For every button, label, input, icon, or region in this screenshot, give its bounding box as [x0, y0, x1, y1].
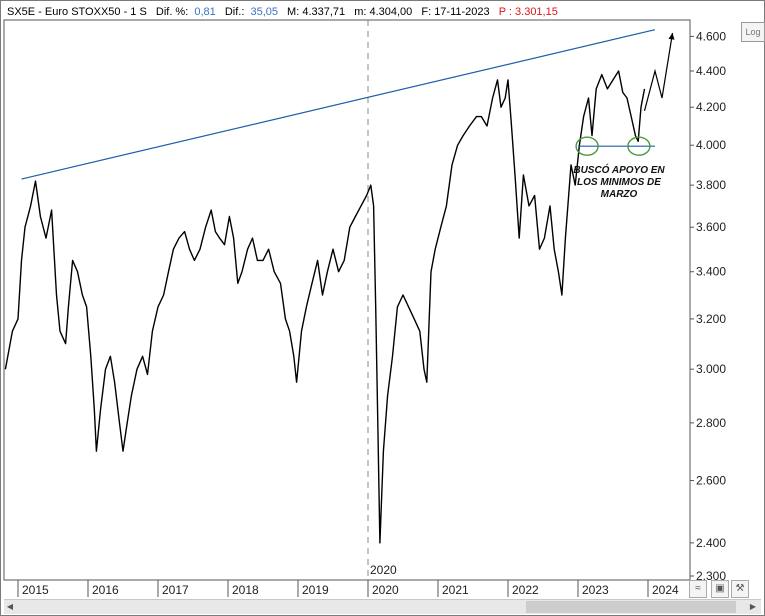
y-ticks: 4.600 4.400 4.200 4.000 3.800 3.600 3.400 3.200… [690, 29, 726, 583]
header-p: P : 3.301,15 [499, 6, 558, 18]
annotation-line-3: MARZO [601, 189, 638, 200]
y-tick-label: 4.200 [696, 100, 726, 114]
header-dif-value: 35,05 [250, 6, 278, 18]
y-tick-label: 2.400 [696, 536, 726, 550]
year-marker-label: 2020 [370, 563, 397, 577]
trendline [21, 29, 656, 180]
header-date: F: 17-11-2023 [421, 6, 489, 18]
year-marker: 2020 [367, 20, 397, 580]
header-dif-label: Dif.: [225, 6, 245, 18]
save-icon[interactable]: ▣ [711, 580, 729, 598]
header-line: SX5E - Euro STOXX50 - 1 S Dif. %: 0,81 D… [7, 6, 558, 18]
x-tick-label: 2024 [652, 583, 679, 597]
y-tick-label: 3.400 [696, 265, 726, 279]
y-tick-label: 3.000 [696, 362, 726, 376]
y-tick-label: 2.600 [696, 474, 726, 488]
y-tick-label: 4.400 [696, 64, 726, 78]
x-tick-label: 2019 [302, 583, 329, 597]
x-tick-label: 2015 [22, 583, 49, 597]
support-circle [575, 136, 599, 156]
y-tick-label: 4.600 [696, 29, 726, 43]
tools-icon[interactable]: ⚒ [731, 580, 749, 598]
support-circle [627, 136, 651, 156]
x-tick-label: 2017 [162, 583, 189, 597]
y-tick-label: 2.800 [696, 416, 726, 430]
scroll-left-icon[interactable]: ◀ [6, 602, 14, 611]
horizontal-scrollbar[interactable]: ◀ ▶ [4, 599, 761, 614]
zoom-icon[interactable]: ≈ [689, 580, 707, 598]
header-dif-pct-label: Dif. %: [156, 6, 188, 18]
projection-arrowhead [668, 33, 675, 40]
x-tick-label: 2022 [512, 583, 539, 597]
plot-area [3, 19, 691, 581]
header-symbol: SX5E - Euro STOXX50 - 1 S [7, 6, 147, 18]
annotation-line-2: LOS MINIMOS DE [577, 177, 661, 188]
y-tick-label: 3.200 [696, 312, 726, 326]
y-tick-label: 4.000 [696, 138, 726, 152]
price-line [4, 70, 646, 544]
y-tick-label: 3.800 [696, 178, 726, 192]
y-tick-label: 2.300 [696, 569, 726, 583]
x-ticks: 2015 2016 2017 2018 2019 2020 2021 2022 2023 2024 [17, 580, 679, 597]
x-tick-label: 2020 [372, 583, 399, 597]
header-min: m: 4.304,00 [354, 6, 412, 18]
x-tick-label: 2023 [582, 583, 609, 597]
y-tick-label: 3.600 [696, 220, 726, 234]
price-series [4, 70, 646, 544]
projection-line [643, 32, 674, 112]
scrollbar-thumb[interactable] [526, 601, 736, 613]
x-tick-label: 2016 [92, 583, 119, 597]
header-dif-pct-value: 0,81 [194, 6, 215, 18]
annotations [21, 29, 675, 180]
scroll-right-icon[interactable]: ▶ [749, 602, 757, 611]
header-max: M: 4.337,71 [287, 6, 345, 18]
annotation-line-1: BUSCÓ APOYO EN [573, 163, 665, 176]
x-tick-label: 2021 [442, 583, 469, 597]
x-tick-label: 2018 [232, 583, 259, 597]
log-scale-button[interactable]: Log [741, 22, 765, 42]
